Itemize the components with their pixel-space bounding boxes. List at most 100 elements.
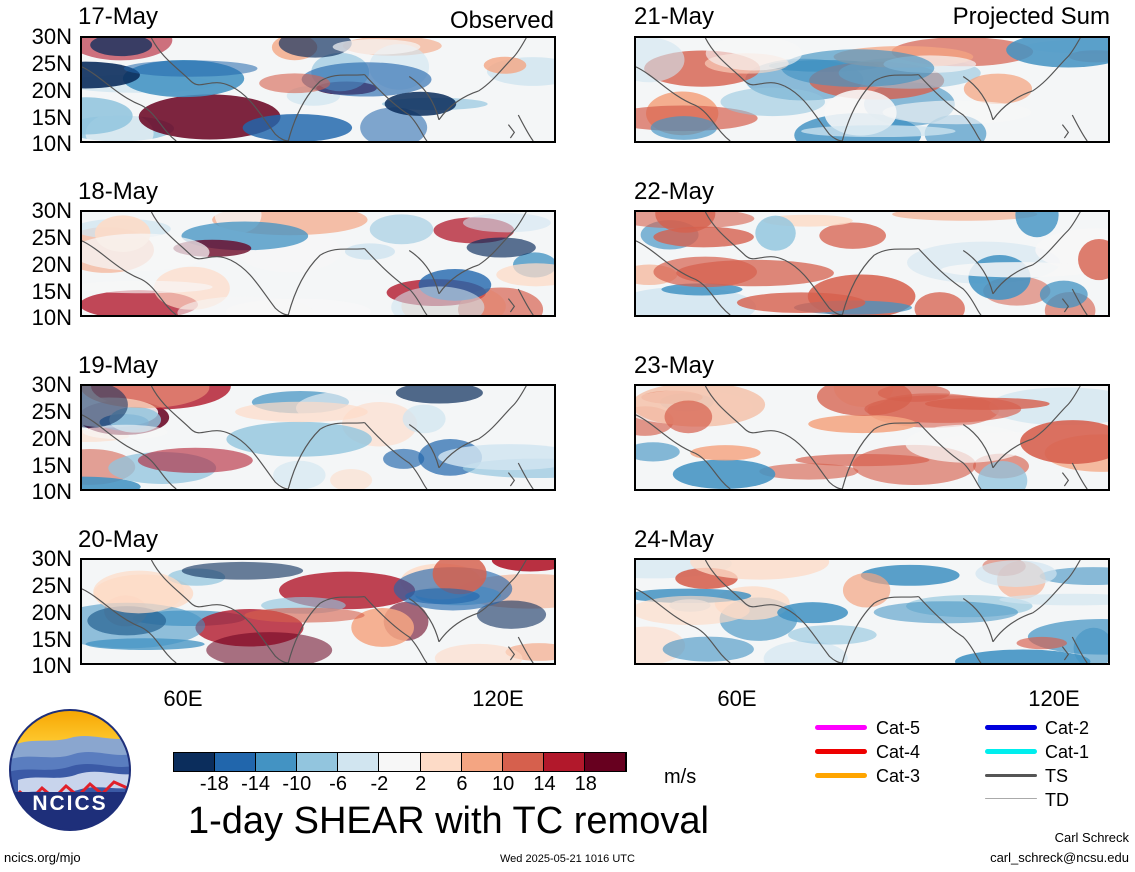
shear-field-shading [181,561,304,580]
shear-map-panel [80,384,556,491]
cat4-swatch [815,749,867,754]
colorbar-swatch [215,753,257,771]
colorbar-tick-label: 2 [415,773,427,795]
colorbar-swatch [543,753,585,771]
coastline [478,212,527,266]
shear-field-shading [462,213,551,233]
shear-field-shading [90,38,153,57]
coastline [962,76,1033,121]
coastline [1032,212,1081,266]
lat-label: 15N [31,453,72,478]
coastline [918,74,982,141]
footer-email[interactable]: carl_schreck@ncsu.edu [990,850,1129,865]
coastline [150,560,232,609]
coastline [408,76,479,121]
coastline [704,386,786,435]
colorbar-swatch [502,753,544,771]
coastline [704,212,786,261]
coastline [962,250,1033,295]
coastline [1061,462,1088,489]
colorbar-swatch [297,753,339,771]
colorbar-tick-label: -2 [370,773,389,795]
lat-label: 15N [31,279,72,304]
lat-label: 25N [31,573,72,598]
shear-map-panel [80,210,556,317]
cat2-swatch [985,725,1037,730]
colorbar [173,752,627,772]
td-swatch [985,798,1037,799]
coastline [962,598,1033,643]
coastline [364,596,428,663]
shear-field-shading [977,460,1028,489]
shear-map-panel [634,384,1110,491]
shear-field-shading [82,386,128,428]
shear-field-shading [82,280,213,294]
shear-field-shading [242,113,353,141]
observed-label: Observed [449,7,554,34]
shear-field-shading [369,214,434,245]
map-svg [82,212,554,315]
shear-field-shading [788,625,877,645]
shear-field-shading [664,400,713,434]
shear-field-shading [466,237,536,258]
legend-label: Cat-1 [1045,742,1090,762]
shear-field-shading [763,640,848,663]
shear-map-panel [634,36,1110,143]
shear-field-shading [1039,567,1108,586]
shear-field-shading [816,386,913,416]
coastline [1032,560,1081,614]
shear-field-shading [653,226,754,248]
colorbar-tick-label: -6 [329,773,347,795]
coastline [287,74,365,141]
shear-field-shading [434,643,523,663]
coastline [408,598,479,643]
shear-map-panel [80,36,556,143]
coastline [918,422,982,489]
shear-field-shading [808,414,917,434]
shear-field-shading [705,38,803,71]
shear-field-shading [955,649,1091,663]
shear-field-shading [941,262,1096,278]
coastline [784,433,843,489]
shear-field-shading [301,62,432,97]
colorbar-swatch [174,753,216,771]
ncics-logo-text: NCICS [32,792,108,815]
colorbar-unit: m/s [664,766,697,788]
coastline [784,85,843,141]
shear-field-shading [344,243,395,260]
shear-field-shading [1039,280,1088,309]
shear-map-panel [634,558,1110,665]
map-svg [636,212,1108,315]
shear-field-shading [975,560,1057,587]
shear-field-shading [395,386,483,404]
panel-date: 22-May [634,178,715,205]
coastline [1061,636,1088,663]
colorbar-swatch [379,753,421,771]
colorbar-swatch [584,753,627,771]
coastline [507,114,534,141]
shear-field-shading [661,283,743,296]
panel-date: 19-May [78,352,159,379]
shear-field-shading [824,89,897,136]
shear-field-shading [795,453,930,467]
shear-field-shading [690,560,830,580]
shear-field-shading [882,100,1032,125]
shear-map-panel [634,210,1110,317]
shear-field-shading [226,421,372,457]
lat-label: 15N [31,627,72,652]
lat-label: 10N [31,479,72,504]
shear-field-shading [662,636,754,662]
colorbar-tick-label: 10 [492,773,515,795]
lat-label: 25N [31,225,72,250]
footer-url[interactable]: ncics.org/mjo [4,850,81,865]
shear-field-shading [690,445,761,461]
coastline [1032,38,1081,92]
cat1-swatch [985,749,1037,754]
shear-field-shading [801,125,956,138]
shear-field-shading [85,638,205,651]
shear-field-shading [273,460,326,489]
lat-label: 20N [31,600,72,625]
coastline [704,38,786,87]
coastline [841,422,919,489]
lat-label: 30N [31,546,72,571]
